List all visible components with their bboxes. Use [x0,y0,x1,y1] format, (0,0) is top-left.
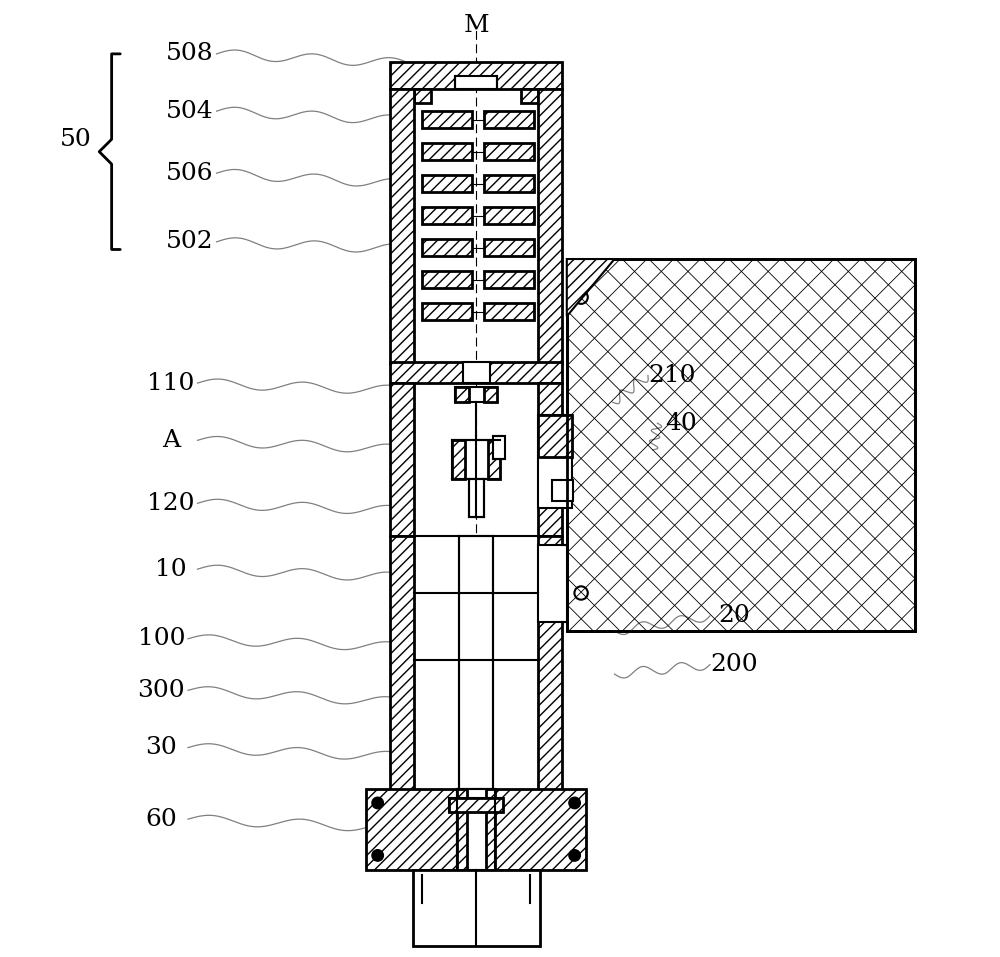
Text: 504: 504 [166,100,214,122]
Text: 210: 210 [648,364,696,387]
Text: 20: 20 [718,605,750,628]
Bar [484,239,534,256]
Bar [538,415,572,508]
Bar [390,89,414,364]
Bar [469,478,484,517]
Circle shape [569,797,580,809]
Bar [455,76,497,89]
Text: 200: 200 [710,653,758,676]
Bar [567,259,915,632]
Bar [390,362,562,383]
Bar [422,144,472,160]
Text: 506: 506 [166,162,214,185]
Text: 120: 120 [147,492,195,515]
Text: 10: 10 [155,558,187,581]
Bar [484,144,534,160]
Bar [422,272,472,288]
Bar [484,175,534,192]
Bar [484,387,497,402]
Bar [422,111,472,128]
Bar [390,62,562,89]
Bar [484,303,534,320]
Bar [414,89,431,103]
Bar [457,789,467,870]
Circle shape [372,797,383,809]
Text: 100: 100 [138,627,185,651]
Text: 50: 50 [59,128,91,151]
Bar [493,435,505,459]
Text: 40: 40 [665,412,697,434]
Bar [366,789,586,870]
Bar [422,303,472,320]
Bar [567,259,915,632]
Bar [422,175,472,192]
Bar [449,798,503,812]
Bar [484,208,534,224]
Bar [422,208,472,224]
Bar [463,362,490,383]
Circle shape [569,850,580,861]
Bar [538,415,572,457]
Bar [455,387,497,402]
Bar [538,89,562,364]
Text: 502: 502 [166,231,214,254]
Text: A: A [162,429,180,452]
Text: M: M [463,13,489,36]
Bar [449,798,503,812]
Bar [452,440,465,478]
Bar [484,111,534,128]
Bar [484,272,534,288]
Bar [459,536,493,789]
Bar [390,536,414,803]
Text: 60: 60 [145,808,177,831]
Circle shape [372,850,383,861]
Bar [521,89,538,103]
Text: 300: 300 [137,679,185,701]
Bar [538,545,567,622]
Text: 30: 30 [145,736,177,759]
Bar [413,870,540,946]
Bar [552,479,573,501]
Bar [538,536,562,803]
Bar [457,789,495,870]
Text: 508: 508 [166,42,214,65]
Bar [452,440,500,478]
Bar [455,387,469,402]
Bar [390,383,414,536]
Bar [422,239,472,256]
Bar [538,383,562,536]
Polygon shape [567,259,615,316]
Text: 110: 110 [147,371,194,394]
Bar [486,789,495,870]
Bar [488,440,500,478]
